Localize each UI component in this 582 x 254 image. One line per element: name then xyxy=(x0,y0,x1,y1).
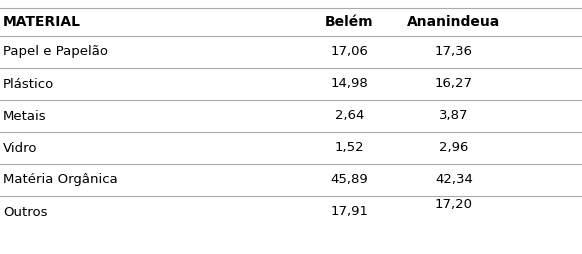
Text: 17,36: 17,36 xyxy=(435,45,473,58)
Text: 17,06: 17,06 xyxy=(330,45,368,58)
Text: 1,52: 1,52 xyxy=(335,141,364,154)
Text: Belém: Belém xyxy=(325,15,374,29)
Text: 14,98: 14,98 xyxy=(331,77,368,90)
Text: Ananindeua: Ananindeua xyxy=(407,15,501,29)
Text: 42,34: 42,34 xyxy=(435,173,473,186)
Text: Outros: Outros xyxy=(3,205,47,218)
Text: Vidro: Vidro xyxy=(3,141,37,154)
Text: Papel e Papelão: Papel e Papelão xyxy=(3,45,108,58)
Text: Matéria Orgânica: Matéria Orgânica xyxy=(3,173,118,186)
Text: 17,91: 17,91 xyxy=(330,205,368,218)
Text: Plástico: Plástico xyxy=(3,77,54,90)
Text: 2,96: 2,96 xyxy=(439,141,469,154)
Text: Metais: Metais xyxy=(3,109,47,122)
Text: 16,27: 16,27 xyxy=(435,77,473,90)
Text: 3,87: 3,87 xyxy=(439,109,469,122)
Text: MATERIAL: MATERIAL xyxy=(3,15,81,29)
Text: 2,64: 2,64 xyxy=(335,109,364,122)
Text: 45,89: 45,89 xyxy=(331,173,368,186)
Text: 17,20: 17,20 xyxy=(435,198,473,212)
